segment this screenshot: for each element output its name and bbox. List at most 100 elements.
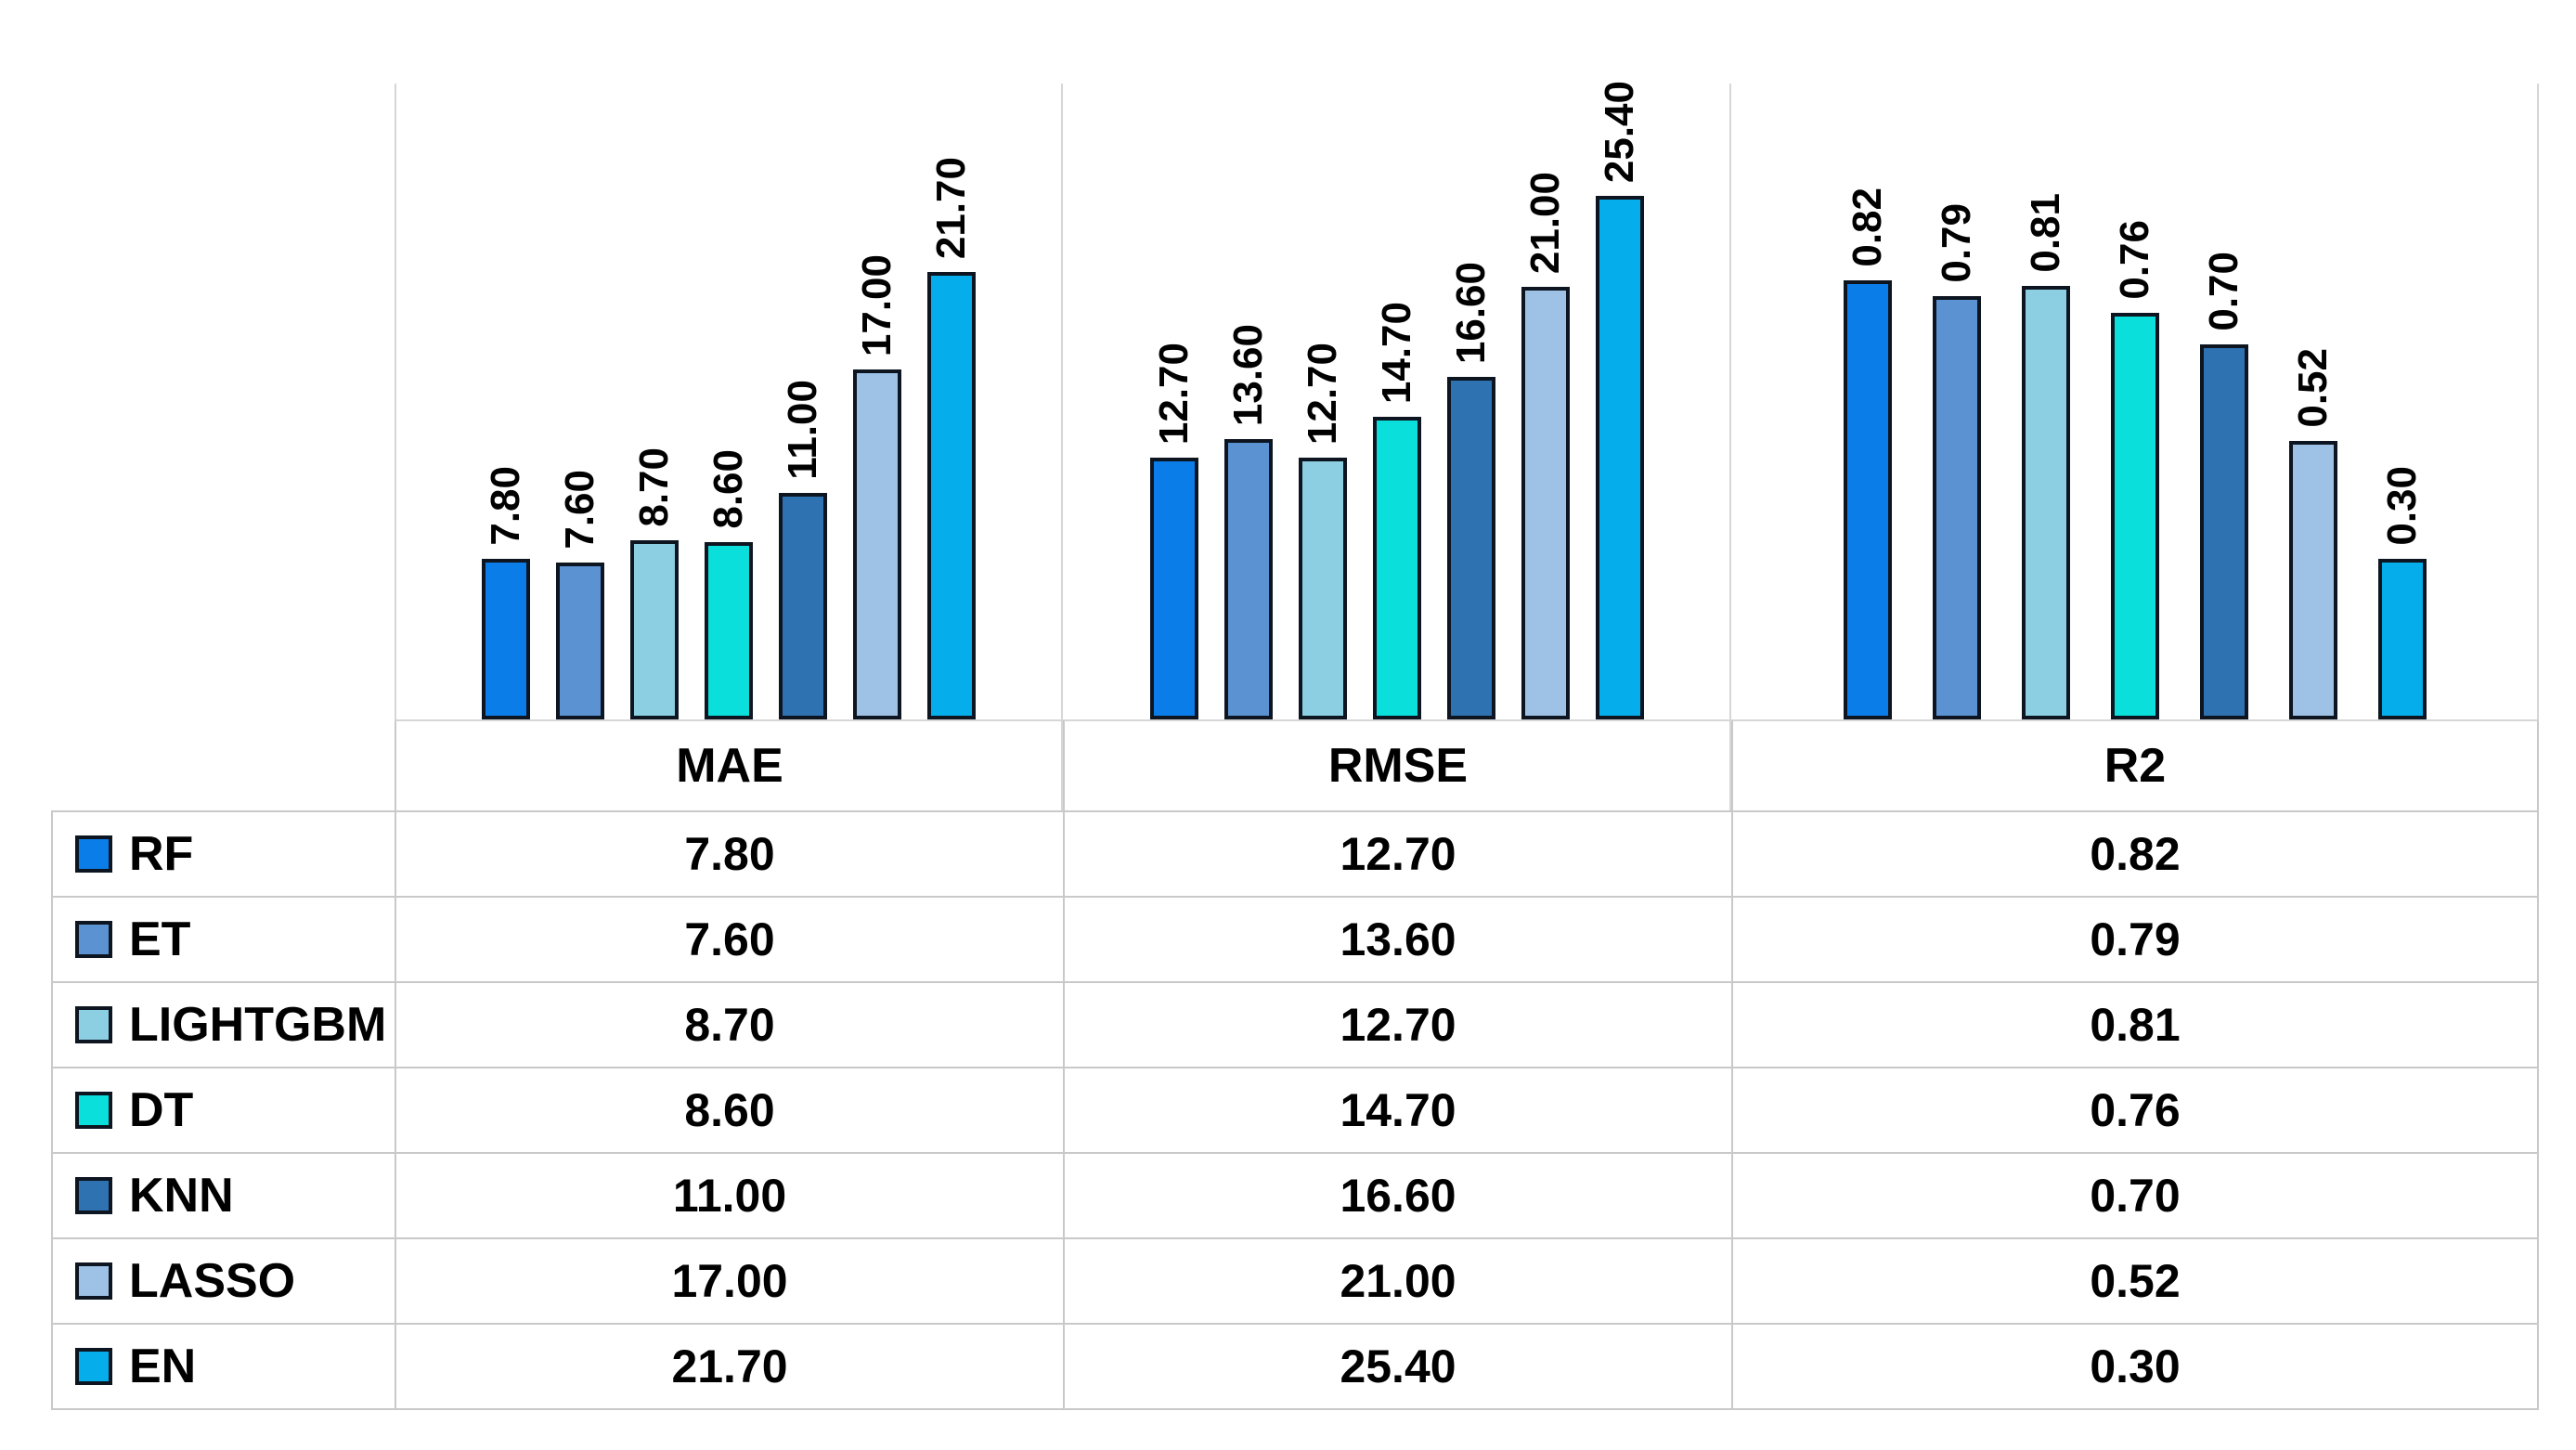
legend-label: DT — [129, 1083, 194, 1137]
table-value-dt-r2: 0.76 — [1731, 1068, 2539, 1152]
bar-group-rmse: 12.70 13.60 12.70 14.70 16.60 21.00 25.40 — [1063, 28, 1731, 719]
bar-value-label: 8.60 — [705, 449, 751, 529]
bar-value-label: 11.00 — [780, 380, 825, 480]
bar-column-rf-rmse: 12.70 — [1150, 343, 1198, 719]
table-row-dt: DT 8.60 14.70 0.76 — [51, 1068, 2539, 1154]
table-row-en: EN 21.70 25.40 0.30 — [51, 1325, 2539, 1410]
legend-swatch-dt — [75, 1092, 112, 1129]
table-value-lightgbm-rmse: 12.70 — [1063, 983, 1731, 1067]
category-header-r2: R2 — [1731, 719, 2539, 810]
table-value-lightgbm-mae: 8.70 — [395, 983, 1063, 1067]
bar-column-knn-r2: 0.70 — [2200, 252, 2248, 719]
table-value-rf-mae: 7.80 — [395, 812, 1063, 896]
category-header-spacer — [51, 719, 395, 810]
bar-lightgbm-mae — [630, 540, 679, 719]
table-value-lasso-rmse: 21.00 — [1063, 1239, 1731, 1323]
bar-lightgbm-rmse — [1299, 458, 1347, 719]
table-value-lasso-mae: 17.00 — [395, 1239, 1063, 1323]
legend-swatch-en — [75, 1348, 112, 1385]
bar-value-label: 25.40 — [1597, 80, 1642, 183]
bar-column-dt-mae: 8.60 — [705, 449, 753, 719]
bar-column-et-rmse: 13.60 — [1224, 324, 1273, 719]
legend-label: EN — [129, 1340, 197, 1393]
legend-cell-dt: DT — [51, 1068, 395, 1152]
category-header-rmse: RMSE — [1063, 719, 1731, 810]
legend-label: KNN — [129, 1169, 234, 1223]
table-value-lasso-r2: 0.52 — [1731, 1239, 2539, 1323]
table-value-knn-rmse: 16.60 — [1063, 1154, 1731, 1237]
bar-knn-r2 — [2200, 344, 2248, 719]
bar-value-label: 0.70 — [2201, 252, 2246, 331]
table-row-lightgbm: LIGHTGBM 8.70 12.70 0.81 — [51, 983, 2539, 1068]
bar-column-dt-r2: 0.76 — [2111, 220, 2159, 719]
bar-value-label: 0.52 — [2290, 348, 2336, 428]
legend-swatch-et — [75, 921, 112, 958]
bar-et-rmse — [1224, 439, 1273, 719]
bar-group-mae: 7.80 7.60 8.70 8.60 11.00 17.00 21.70 — [395, 28, 1063, 719]
bar-value-label: 14.70 — [1374, 301, 1419, 404]
bar-column-et-mae: 7.60 — [556, 470, 604, 719]
category-header-row: MAE RMSE R2 — [51, 719, 2539, 810]
chart-separator-gridline — [2537, 84, 2539, 810]
bar-value-label: 7.80 — [483, 466, 528, 546]
bar-value-label: 0.79 — [1934, 203, 1979, 283]
table-value-knn-mae: 11.00 — [395, 1154, 1063, 1237]
bar-chart-plot-area: 7.80 7.60 8.70 8.60 11.00 17.00 21.70 12.70 13.6… — [395, 28, 2539, 810]
chart-separator-gridline — [1729, 84, 1731, 810]
bar-rf-mae — [482, 559, 530, 719]
bar-value-label: 0.81 — [2023, 193, 2068, 273]
table-value-en-rmse: 25.40 — [1063, 1325, 1731, 1408]
bar-lasso-mae — [853, 369, 901, 719]
table-value-et-rmse: 13.60 — [1063, 898, 1731, 981]
legend-cell-lightgbm: LIGHTGBM — [51, 983, 395, 1067]
bar-value-label: 12.70 — [1300, 342, 1345, 445]
bar-value-label: 8.70 — [631, 447, 677, 527]
bar-column-en-r2: 0.30 — [2378, 466, 2427, 719]
bar-value-label: 12.70 — [1151, 342, 1197, 445]
table-value-lightgbm-r2: 0.81 — [1731, 983, 2539, 1067]
bar-en-r2 — [2378, 559, 2427, 719]
bar-value-label: 0.30 — [2379, 466, 2425, 546]
bar-group-r2: 0.82 0.79 0.81 0.76 0.70 0.52 0.30 — [1731, 28, 2539, 719]
table-row-rf: RF 7.80 12.70 0.82 — [51, 812, 2539, 898]
bar-lasso-r2 — [2289, 441, 2337, 719]
legend-cell-lasso: LASSO — [51, 1239, 395, 1323]
bar-value-label: 0.76 — [2112, 220, 2157, 300]
bar-en-mae — [927, 272, 976, 719]
legend-label: LIGHTGBM — [129, 998, 387, 1052]
bar-value-label: 21.70 — [928, 156, 974, 259]
legend-cell-knn: KNN — [51, 1154, 395, 1237]
category-header-mae: MAE — [395, 719, 1063, 810]
chart-separator-gridline — [395, 84, 396, 810]
legend-cell-en: EN — [51, 1325, 395, 1408]
data-table: RF 7.80 12.70 0.82 ET 7.60 13.60 0.79 LIGHTGBM 8.… — [51, 810, 2539, 1410]
legend-swatch-lightgbm — [75, 1006, 112, 1043]
bar-value-label: 17.00 — [854, 253, 900, 356]
table-row-knn: KNN 11.00 16.60 0.70 — [51, 1154, 2539, 1239]
table-value-rf-r2: 0.82 — [1731, 812, 2539, 896]
table-value-et-r2: 0.79 — [1731, 898, 2539, 981]
bar-knn-rmse — [1447, 377, 1495, 719]
bar-column-lasso-rmse: 21.00 — [1521, 172, 1570, 719]
bar-column-lasso-r2: 0.52 — [2289, 348, 2337, 719]
legend-label: LASSO — [129, 1254, 296, 1308]
bar-knn-mae — [779, 493, 827, 719]
table-value-et-mae: 7.60 — [395, 898, 1063, 981]
bar-value-label: 13.60 — [1225, 323, 1271, 426]
table-value-dt-rmse: 14.70 — [1063, 1068, 1731, 1152]
bar-column-en-rmse: 25.40 — [1596, 81, 1644, 719]
legend-cell-rf: RF — [51, 812, 395, 896]
bar-column-knn-mae: 11.00 — [779, 380, 827, 719]
table-value-en-r2: 0.30 — [1731, 1325, 2539, 1408]
bar-column-lasso-mae: 17.00 — [853, 254, 901, 719]
bar-column-en-mae: 21.70 — [927, 157, 976, 719]
legend-swatch-lasso — [75, 1262, 112, 1300]
bar-column-lightgbm-mae: 8.70 — [630, 447, 679, 719]
bar-value-label: 7.60 — [557, 470, 602, 550]
table-value-knn-r2: 0.70 — [1731, 1154, 2539, 1237]
table-value-rf-rmse: 12.70 — [1063, 812, 1731, 896]
bar-dt-r2 — [2111, 313, 2159, 719]
bar-lightgbm-r2 — [2022, 286, 2070, 719]
legend-label: RF — [129, 827, 194, 881]
